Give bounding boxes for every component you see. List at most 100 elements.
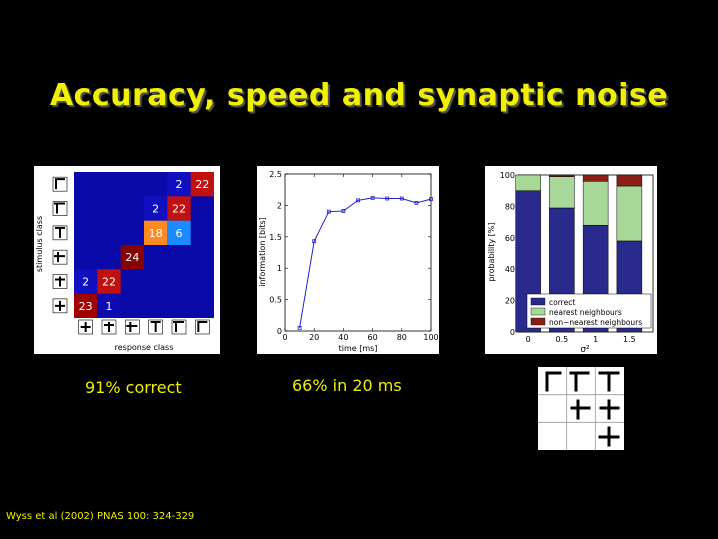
x-tick-label: 20	[309, 333, 319, 342]
data-point	[414, 200, 419, 205]
y-tick-label: 100	[500, 171, 515, 180]
x-tick-label: 1.5	[623, 335, 636, 344]
x-axis-label: σ²	[580, 345, 590, 354]
information-line	[299, 197, 432, 328]
data-point	[341, 209, 346, 213]
x-tick-label: 80	[397, 333, 407, 342]
bar-segment	[549, 176, 575, 209]
stimulus-symbol-icon	[54, 202, 65, 214]
x-tick-label: 0.5	[556, 335, 569, 344]
x-tick-label: 0	[282, 333, 287, 342]
matrix-cell	[74, 269, 98, 294]
matrix-cell-value: 22	[195, 178, 209, 191]
matrix-cell	[97, 269, 121, 294]
accuracy-caption: 91% correct	[85, 378, 182, 397]
stimulus-symbol-icon	[55, 178, 65, 190]
data-point	[370, 195, 375, 200]
y-tick-label: 0.5	[269, 296, 282, 305]
data-point	[385, 196, 390, 201]
bar-segment	[616, 174, 643, 187]
y-tick-label: 0	[510, 328, 515, 337]
matrix-cell	[97, 293, 121, 318]
cross-top-symbol-icon	[599, 399, 620, 420]
x-tick-label: 60	[368, 333, 378, 342]
response-symbol-icon	[126, 322, 138, 332]
data-point	[326, 209, 331, 214]
shifted-t-symbol-icon	[570, 399, 591, 420]
legend-swatch	[530, 317, 546, 326]
matrix-cell-value: 22	[102, 276, 116, 289]
y-tick-label: 40	[505, 265, 515, 274]
plot-frame	[284, 173, 432, 332]
response-class-symbols	[78, 319, 210, 335]
data-point	[429, 197, 433, 202]
matrix-cell-value: 2	[152, 203, 159, 216]
matrix-cell-value: 22	[172, 203, 186, 216]
x-tick-label: 0	[526, 335, 531, 344]
matrix-cell	[74, 293, 98, 318]
legend-label: non−nearest neighbours	[549, 318, 642, 327]
x-tick-label: 40	[338, 333, 348, 342]
stimulus-symbol-icon	[55, 226, 65, 238]
matrix-cell-value: 1	[106, 300, 113, 313]
t-symbol-icon	[598, 371, 620, 392]
response-symbol-icon	[104, 322, 114, 332]
matrix-cell-value: 23	[79, 300, 93, 313]
data-point	[356, 198, 360, 203]
corner-t-symbol-icon	[569, 371, 590, 392]
legend-label: nearest neighbours	[549, 308, 622, 317]
x-tick-label: 100	[423, 333, 438, 342]
legend-swatch	[530, 307, 546, 316]
response-symbol-icon	[150, 321, 161, 332]
corner-symbol-icon	[545, 371, 562, 392]
bar-segment	[582, 181, 609, 226]
stimulus-symbol-icon	[55, 276, 65, 287]
bar-segment	[549, 174, 575, 177]
response-symbol-icon	[197, 321, 208, 332]
slide-title: Accuracy, speed and synaptic noise	[49, 78, 669, 113]
bar-segment	[515, 174, 541, 191]
stimulus-symbol-icon	[55, 300, 65, 311]
y-axis-label: stimulus class	[35, 216, 44, 272]
data-point	[297, 325, 302, 330]
y-tick-label: 1	[277, 264, 282, 273]
probability-chart-panel: 0 0.5 1 1.5 0 20 40 60 80 100 correct nearest neig…	[485, 166, 657, 355]
data-point	[399, 196, 404, 201]
legend-label: correct	[549, 298, 575, 307]
speed-caption: 66% in 20 ms	[292, 376, 402, 395]
matrix-cell-value: 2	[82, 276, 89, 289]
x-axis-label: time [ms]	[339, 344, 378, 353]
matrix-cell	[167, 220, 191, 245]
matrix-cell	[167, 172, 191, 197]
y-tick-label: 60	[505, 234, 515, 243]
response-symbol-icon	[80, 322, 91, 332]
y-tick-label: 80	[505, 202, 515, 211]
confusion-matrix-panel: 2 22 2 22 18 6 24 2 22 23 1 stimulus class respons…	[34, 166, 220, 354]
x-axis-label: response class	[115, 343, 174, 352]
matrix-cell	[144, 220, 168, 245]
matrix-cell	[167, 196, 191, 221]
citation: Wyss et al (2002) PNAS 100: 324-329	[6, 511, 195, 522]
bar-segment	[616, 185, 643, 242]
y-tick-label: 2	[277, 201, 282, 210]
y-tick-label: 0	[277, 327, 282, 336]
cross-symbol-icon	[598, 426, 620, 447]
stimulus-symbol-grid	[538, 367, 624, 450]
matrix-cell	[190, 172, 214, 197]
y-tick-label: 20	[505, 297, 515, 306]
data-point	[312, 239, 317, 244]
legend-box	[526, 293, 652, 329]
y-tick-label: 2.5	[269, 170, 282, 179]
y-axis-label: information [bits]	[258, 217, 267, 287]
information-line-chart: 0 20 40 60 80 100 0 0.5 1 1.5 2 2.5 information [bi…	[258, 170, 439, 353]
response-symbol-icon	[173, 321, 184, 332]
bar-segment	[582, 174, 609, 182]
information-chart-panel: 0 20 40 60 80 100 0 0.5 1 1.5 2 2.5 information [bi…	[257, 166, 439, 354]
stimulus-class-symbols	[52, 176, 68, 314]
matrix-cell-value: 24	[125, 251, 139, 264]
y-tick-label: 1.5	[269, 233, 282, 242]
x-tick-label: 1	[593, 335, 598, 344]
matrix-cell-value: 2	[176, 178, 183, 191]
